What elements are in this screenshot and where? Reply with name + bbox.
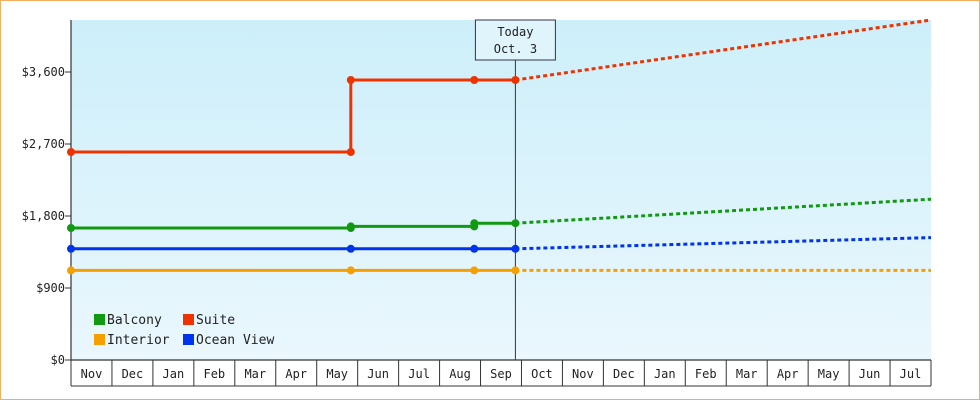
data-point-balcony — [346, 222, 355, 231]
legend-label-interior: Interior — [107, 333, 170, 348]
x-tick-label: Apr — [777, 367, 799, 381]
data-point-suite — [346, 76, 355, 84]
x-tick-label: May — [326, 367, 348, 381]
legend-label-ocean-view: Ocean View — [196, 333, 274, 348]
data-point-balcony — [67, 224, 75, 232]
data-point-ocean-view — [346, 244, 355, 253]
today-box — [474, 19, 556, 61]
legend-swatch-suite — [183, 314, 194, 325]
data-point-ocean-view — [470, 244, 479, 253]
series-ocean-view — [67, 236, 932, 253]
data-point-ocean-view — [511, 244, 520, 253]
today-label: Today — [497, 25, 533, 39]
x-tick-label: Oct — [531, 367, 553, 381]
x-axis: Nov Dec Jan Feb Mar Apr May Jun Jul Aug Sep Oct Nov D… — [70, 359, 932, 387]
y-tick-label: $1,800 — [22, 209, 65, 223]
x-tick-label: Dec — [122, 367, 144, 381]
legend-label-balcony: Balcony — [107, 313, 162, 328]
y-tick-label: $2,700 — [22, 137, 65, 151]
x-tick-label: Sep — [490, 367, 512, 381]
today-date: Oct. 3 — [494, 42, 537, 56]
x-tick-label: Feb — [203, 367, 225, 381]
x-tick-label: Feb — [695, 367, 717, 381]
x-tick-label: Nov — [572, 367, 594, 381]
data-point-interior — [346, 266, 355, 275]
today-marker: Today Oct. 3 — [474, 19, 556, 360]
x-tick-label: Mar — [736, 367, 758, 381]
x-tick-label: Nov — [81, 367, 103, 381]
data-point-balcony — [470, 219, 479, 228]
x-tick-label: Dec — [613, 367, 635, 381]
series-line-balcony — [71, 221, 516, 230]
series-interior — [67, 266, 931, 275]
plot-area — [71, 20, 931, 360]
x-tick-label: Apr — [285, 367, 307, 381]
data-point-ocean-view — [67, 244, 75, 253]
forecast-line-balcony — [515, 197, 932, 225]
data-point-interior — [511, 266, 520, 275]
data-point-suite — [67, 148, 75, 156]
series-balcony — [67, 197, 932, 232]
y-axis: $0 $900 $1,800 $2,700 $3,600 — [22, 20, 72, 367]
data-point-balcony — [511, 219, 520, 228]
forecast-line-ocean-view — [515, 236, 932, 251]
data-point-interior — [470, 266, 479, 275]
series-layer — [67, 18, 932, 275]
data-point-suite — [470, 76, 479, 84]
y-tick-label: $0 — [51, 353, 65, 367]
series-suite — [67, 18, 932, 156]
x-tick-label: Jul — [900, 367, 922, 381]
legend-swatch-interior — [94, 334, 105, 345]
x-tick-label: Jun — [859, 367, 881, 381]
x-tick-label: May — [818, 367, 840, 381]
legend-swatch-balcony — [94, 314, 105, 325]
legend-label-suite: Suite — [196, 313, 235, 328]
data-point-interior — [67, 266, 75, 275]
x-tick-label: Mar — [244, 367, 266, 381]
data-point-suite — [511, 76, 520, 84]
legend: Balcony Suite Interior Ocean View — [94, 313, 274, 348]
x-tick-label: Jun — [367, 367, 389, 381]
x-tick-label: Jan — [163, 367, 185, 381]
legend-swatch-ocean-view — [183, 334, 194, 345]
x-tick-label: Jul — [408, 367, 430, 381]
x-tick-label: Aug — [449, 367, 471, 381]
x-tick-label: Jan — [654, 367, 676, 381]
data-point-suite — [346, 148, 355, 156]
y-tick-label: $900 — [36, 281, 65, 295]
y-tick-label: $3,600 — [22, 65, 65, 79]
